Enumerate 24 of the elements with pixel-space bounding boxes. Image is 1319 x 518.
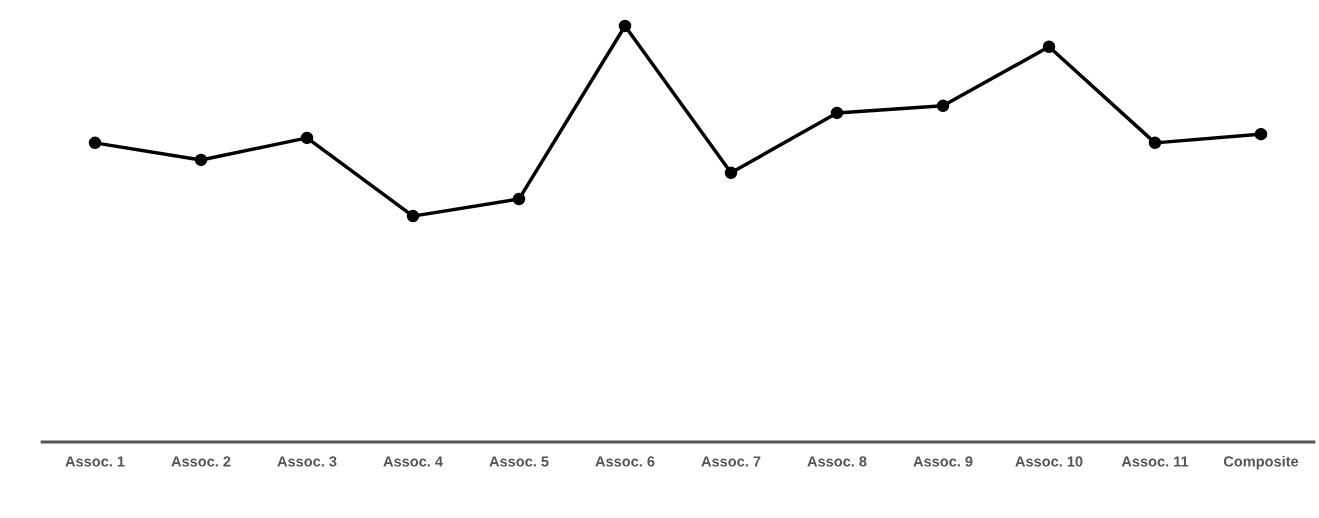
point <box>936 99 950 113</box>
point <box>406 209 420 223</box>
point <box>512 192 526 206</box>
x-tick-label: Assoc. 8 <box>807 456 867 467</box>
x-tick-label: Assoc. 7 <box>701 456 761 467</box>
x-tick-label: Assoc. 9 <box>913 456 973 467</box>
point <box>88 136 102 150</box>
point <box>1042 40 1056 54</box>
x-tick-label: Assoc. 11 <box>1121 456 1189 467</box>
x-tick-label: Composite <box>1223 455 1299 470</box>
x-tick-label: Assoc. 6 <box>595 456 655 467</box>
x-tick-label: Assoc. 1 <box>65 456 125 467</box>
point <box>1148 136 1162 150</box>
point <box>830 106 844 120</box>
x-tick-label: Assoc. 4 <box>383 456 443 467</box>
point <box>724 166 738 180</box>
point <box>194 153 208 167</box>
x-tick-label: Assoc. 2 <box>171 456 231 467</box>
x-tick-label: Assoc. 3 <box>277 456 337 467</box>
point <box>300 131 314 145</box>
x-tick-label: Assoc. 5 <box>489 456 549 467</box>
point <box>1254 127 1268 141</box>
point <box>618 19 632 33</box>
x-tick-label: Assoc. 10 <box>1015 456 1083 467</box>
